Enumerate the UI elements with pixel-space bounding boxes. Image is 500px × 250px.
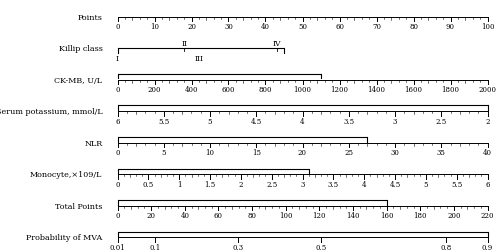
Text: Monocyte,×109/L: Monocyte,×109/L bbox=[30, 171, 102, 179]
Text: Points: Points bbox=[78, 14, 102, 22]
Text: 0: 0 bbox=[115, 180, 120, 188]
Text: 3.5: 3.5 bbox=[343, 117, 354, 125]
Text: II: II bbox=[181, 40, 187, 48]
Text: 400: 400 bbox=[185, 86, 198, 94]
Text: 100: 100 bbox=[481, 23, 494, 31]
Text: 40: 40 bbox=[483, 149, 492, 157]
Text: 40: 40 bbox=[261, 23, 270, 31]
Text: 4: 4 bbox=[362, 180, 366, 188]
Text: Killip class: Killip class bbox=[58, 45, 102, 53]
Text: 1800: 1800 bbox=[442, 86, 460, 94]
Text: 140: 140 bbox=[346, 212, 360, 220]
Text: 20: 20 bbox=[187, 23, 196, 31]
Text: 70: 70 bbox=[372, 23, 381, 31]
Text: 3: 3 bbox=[393, 117, 397, 125]
Text: 30: 30 bbox=[224, 23, 233, 31]
Text: 6: 6 bbox=[115, 117, 120, 125]
Text: 5: 5 bbox=[424, 180, 428, 188]
Text: Probability of MVA: Probability of MVA bbox=[26, 234, 102, 241]
Text: 5: 5 bbox=[208, 117, 212, 125]
Text: 100: 100 bbox=[279, 212, 292, 220]
Text: 3.5: 3.5 bbox=[328, 180, 339, 188]
Text: 200: 200 bbox=[447, 212, 460, 220]
Text: 80: 80 bbox=[248, 212, 256, 220]
Text: 180: 180 bbox=[414, 212, 427, 220]
Text: Total Points: Total Points bbox=[55, 202, 102, 210]
Text: 600: 600 bbox=[222, 86, 235, 94]
Text: 50: 50 bbox=[298, 23, 307, 31]
Text: 1200: 1200 bbox=[330, 86, 348, 94]
Text: III: III bbox=[194, 55, 203, 63]
Text: 0: 0 bbox=[115, 86, 120, 94]
Text: 0.3: 0.3 bbox=[232, 243, 243, 250]
Text: 4.5: 4.5 bbox=[250, 117, 262, 125]
Text: 60: 60 bbox=[214, 212, 223, 220]
Text: NLR: NLR bbox=[84, 139, 102, 147]
Text: 0.9: 0.9 bbox=[482, 243, 493, 250]
Text: 80: 80 bbox=[409, 23, 418, 31]
Text: 160: 160 bbox=[380, 212, 394, 220]
Text: 3: 3 bbox=[300, 180, 304, 188]
Text: 35: 35 bbox=[437, 149, 446, 157]
Text: IV: IV bbox=[272, 40, 281, 48]
Text: 2: 2 bbox=[485, 117, 490, 125]
Text: 20: 20 bbox=[298, 149, 307, 157]
Text: 20: 20 bbox=[146, 212, 156, 220]
Text: 1600: 1600 bbox=[404, 86, 422, 94]
Text: 0.5: 0.5 bbox=[316, 243, 327, 250]
Text: 6: 6 bbox=[485, 180, 490, 188]
Text: 120: 120 bbox=[312, 212, 326, 220]
Text: 0.8: 0.8 bbox=[440, 243, 452, 250]
Text: 2: 2 bbox=[238, 180, 243, 188]
Text: 90: 90 bbox=[446, 23, 455, 31]
Text: 0: 0 bbox=[115, 149, 120, 157]
Text: 0.01: 0.01 bbox=[110, 243, 126, 250]
Text: 5.5: 5.5 bbox=[451, 180, 462, 188]
Text: 1400: 1400 bbox=[368, 86, 386, 94]
Text: 1.5: 1.5 bbox=[204, 180, 216, 188]
Text: CK-MB, U/L: CK-MB, U/L bbox=[54, 76, 102, 84]
Text: 25: 25 bbox=[344, 149, 353, 157]
Text: 800: 800 bbox=[258, 86, 272, 94]
Text: 40: 40 bbox=[180, 212, 190, 220]
Text: 2000: 2000 bbox=[478, 86, 496, 94]
Text: 2.5: 2.5 bbox=[266, 180, 278, 188]
Text: 0: 0 bbox=[115, 23, 120, 31]
Text: 0: 0 bbox=[115, 212, 120, 220]
Text: 15: 15 bbox=[252, 149, 261, 157]
Text: I: I bbox=[116, 55, 119, 63]
Text: 0.1: 0.1 bbox=[150, 243, 160, 250]
Text: 10: 10 bbox=[150, 23, 159, 31]
Text: 2.5: 2.5 bbox=[436, 117, 447, 125]
Text: 30: 30 bbox=[390, 149, 400, 157]
Text: 220: 220 bbox=[481, 212, 494, 220]
Text: 1: 1 bbox=[177, 180, 182, 188]
Text: Serum potassium, mmol/L: Serum potassium, mmol/L bbox=[0, 108, 102, 116]
Text: 1000: 1000 bbox=[294, 86, 312, 94]
Text: 200: 200 bbox=[148, 86, 161, 94]
Text: 5: 5 bbox=[162, 149, 166, 157]
Text: 10: 10 bbox=[206, 149, 214, 157]
Text: 5.5: 5.5 bbox=[158, 117, 170, 125]
Text: 4.5: 4.5 bbox=[390, 180, 400, 188]
Text: 0.5: 0.5 bbox=[142, 180, 154, 188]
Text: 60: 60 bbox=[335, 23, 344, 31]
Text: 4: 4 bbox=[300, 117, 305, 125]
